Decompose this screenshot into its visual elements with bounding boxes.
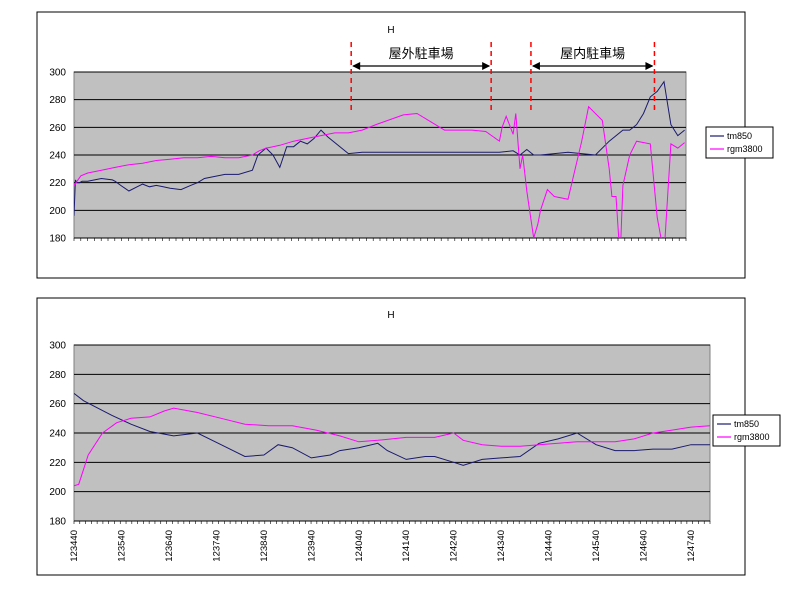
legend-label-rgm3800: rgm3800: [727, 144, 763, 154]
annotation-arrowhead-right: [645, 62, 654, 70]
y-tick-label: 280: [49, 95, 66, 106]
legend-box: [705, 126, 774, 159]
y-tick-label: 280: [49, 370, 66, 381]
x-tick-label: 123540: [116, 530, 127, 562]
legend-label-rgm3800: rgm3800: [734, 432, 770, 442]
x-tick-label: 124740: [686, 530, 697, 562]
y-tick-label: 180: [49, 234, 66, 245]
y-tick-label: 260: [49, 399, 66, 410]
x-tick-label: 124440: [544, 530, 555, 562]
y-tick-label: 300: [49, 341, 66, 352]
annotation-arrowhead-left: [531, 62, 540, 70]
x-tick-label: 124640: [639, 530, 650, 562]
chart-title: H: [387, 310, 394, 321]
legend-label-tm850: tm850: [727, 131, 752, 141]
y-tick-label: 200: [49, 206, 66, 217]
annotation-label: 屋内駐車場: [560, 46, 625, 61]
y-tick-label: 180: [49, 517, 66, 528]
x-tick-label: 124540: [591, 530, 602, 562]
series-line-rgm3800: [74, 407, 710, 487]
x-tick-label: 123640: [164, 530, 175, 562]
y-tick-label: 220: [49, 458, 66, 469]
x-tick-label: 124240: [449, 530, 460, 562]
x-tick-label: 123440: [69, 530, 80, 562]
x-tick-label: 124140: [401, 530, 412, 562]
series-line-tm850: [74, 393, 710, 466]
series-line-rgm3800: [74, 105, 685, 238]
y-tick-label: 240: [49, 429, 66, 440]
y-tick-label: 220: [49, 178, 66, 189]
chart-1: H180200220240260280300913009180092300928…: [36, 11, 774, 326]
annotation-label: 屋外駐車場: [389, 46, 454, 61]
annotation-arrowhead-right: [482, 62, 491, 70]
chart-title: H: [387, 25, 394, 36]
legend-label-tm850: tm850: [734, 419, 759, 429]
x-tick-label: 124340: [496, 530, 507, 562]
x-tick-label: 123840: [259, 530, 270, 562]
legend-box: [712, 414, 781, 447]
annotation-arrowhead-left: [352, 62, 361, 70]
y-tick-label: 300: [49, 68, 66, 79]
y-tick-label: 200: [49, 487, 66, 498]
y-tick-label: 260: [49, 123, 66, 134]
y-tick-label: 240: [49, 151, 66, 162]
series-line-tm850: [74, 80, 685, 216]
x-tick-label: 124040: [354, 530, 365, 562]
chart-2: H 180 200 220 240 260 280 300 123440 123540 123640…: [36, 297, 781, 576]
x-tick-label: 123940: [306, 530, 317, 562]
x-tick-label: 123740: [211, 530, 222, 562]
